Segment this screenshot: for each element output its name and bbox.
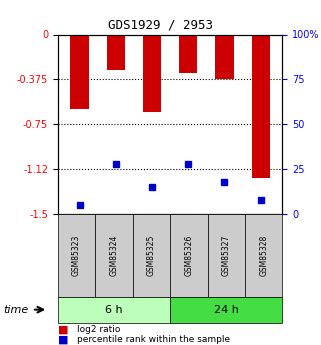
Bar: [252, 34, 270, 178]
Text: log2 ratio: log2 ratio: [77, 325, 120, 334]
Bar: [71, 34, 89, 109]
Bar: [143, 34, 161, 112]
Text: 24 h: 24 h: [214, 305, 239, 315]
Text: GSM85323: GSM85323: [72, 235, 81, 276]
Text: GSM85328: GSM85328: [259, 235, 268, 276]
Text: GSM85327: GSM85327: [222, 235, 231, 276]
Bar: [107, 34, 125, 70]
Text: time: time: [3, 305, 29, 315]
Text: GSM85324: GSM85324: [109, 235, 118, 276]
Text: ■: ■: [58, 325, 68, 334]
Text: GDS1929 / 2953: GDS1929 / 2953: [108, 19, 213, 32]
Bar: [215, 34, 234, 79]
Text: 6 h: 6 h: [105, 305, 123, 315]
Text: ■: ■: [58, 335, 68, 345]
Text: percentile rank within the sample: percentile rank within the sample: [77, 335, 230, 344]
Text: GSM85326: GSM85326: [184, 235, 193, 276]
Bar: [179, 34, 197, 73]
Text: GSM85325: GSM85325: [147, 235, 156, 276]
